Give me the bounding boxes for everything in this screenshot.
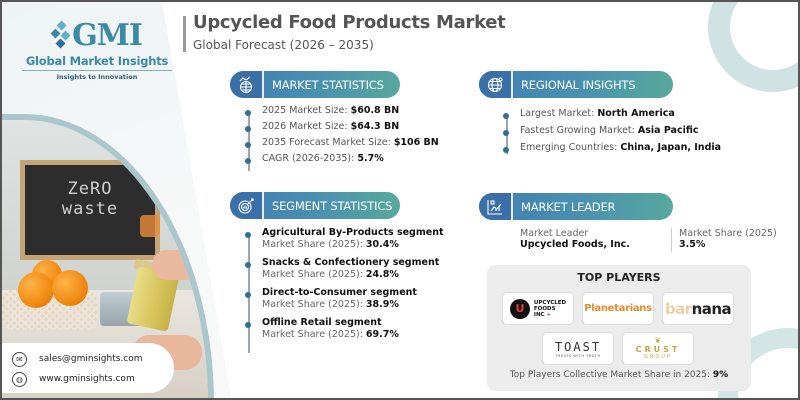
segment-item: Agricultural By-Products segment Market …	[245, 227, 475, 250]
segment-item: Snacks & Confectionery segment Market Sh…	[245, 257, 475, 280]
region-item: Emerging Countries: China, Japan, India	[503, 142, 783, 153]
brand-name: Global Market Insights	[25, 54, 169, 68]
segment-statistics-list: Agricultural By-Products segment Market …	[245, 227, 475, 353]
logo-upcycled-foods[interactable]: U UPCYCLED FOODS INC +	[502, 292, 574, 325]
market-globe-chart-icon	[230, 71, 264, 98]
stat-item: 2035 Forecast Market Size: $106 BN	[245, 137, 475, 148]
chalkboard: ZeRO waste	[20, 160, 160, 260]
email-row[interactable]: ✉ sales@gminsights.com	[12, 349, 174, 369]
regional-insights-list: Largest Market: North America Fastest Gr…	[503, 108, 783, 154]
globe-icon: ◍	[12, 371, 27, 387]
logo-divider	[22, 70, 172, 71]
stat-item: CAGR (2026-2035): 5.7%	[245, 153, 475, 164]
logo-barnana[interactable]: barnana	[662, 292, 734, 325]
email-link[interactable]: sales@gminsights.com	[39, 354, 143, 364]
stat-item: 2026 Market Size: $64.3 BN	[245, 121, 475, 132]
gmi-logo[interactable]: GMI Global Market Insights Insights to I…	[12, 20, 182, 81]
segment-target-chart-icon	[230, 192, 264, 219]
regional-insights-title: REGIONAL INSIGHTS	[521, 77, 636, 92]
logo-diamond-icon	[50, 20, 71, 50]
region-item: Largest Market: North America	[503, 108, 783, 119]
top-players-share: Top Players Collective Market Share in 2…	[509, 370, 729, 380]
contact-box: ✉ sales@gminsights.com ◍ www.gminsights.…	[2, 343, 174, 393]
market-share-label: Market Share (2025)	[679, 228, 777, 239]
market-statistics-header: MARKET STATISTICS	[230, 71, 400, 98]
segment-statistics-title: SEGMENT STATISTICS	[272, 198, 393, 213]
page-title: Upcycled Food Products Market	[193, 12, 506, 33]
brand-tagline: Insights to Innovation	[56, 73, 138, 81]
leader-growth-chart-icon	[479, 193, 513, 220]
market-leader-name-block: Market Leader Upcycled Foods, Inc.	[520, 228, 630, 250]
segment-statistics-header: SEGMENT STATISTICS	[230, 192, 400, 219]
market-leader-label: Market Leader	[520, 228, 589, 239]
market-statistics-list: 2025 Market Size: $60.8 BN 2026 Market S…	[245, 105, 475, 171]
segment-item: Direct-to-Consumer segment Market Share …	[245, 287, 475, 310]
market-leader-share-block: Market Share (2025) 3.5%	[679, 228, 777, 250]
leader-divider	[671, 228, 672, 252]
logo-planetarians[interactable]: Planetarians	[582, 292, 654, 325]
region-item: Fastest Growing Market: Asia Pacific	[503, 125, 783, 136]
market-leader-header: MARKET LEADER	[479, 193, 673, 220]
decorative-ring-top	[708, 2, 798, 92]
board-text-line1: ZeRO	[67, 179, 113, 199]
website-link[interactable]: www.gminsights.com	[39, 374, 135, 384]
market-leader-value: Upcycled Foods, Inc.	[520, 239, 630, 250]
regional-insights-header: REGIONAL INSIGHTS	[479, 71, 673, 98]
market-leader-title: MARKET LEADER	[521, 199, 616, 214]
title-accent-bar	[183, 16, 186, 52]
mail-icon: ✉	[12, 351, 27, 367]
market-statistics-title: MARKET STATISTICS	[272, 77, 384, 92]
market-share-value: 3.5%	[679, 239, 706, 250]
logo-toast[interactable]: TOAST TREATS WITH TRUTH	[542, 332, 614, 365]
globe-icon	[479, 71, 513, 98]
board-text-line2: waste	[61, 199, 119, 219]
website-row[interactable]: ◍ www.gminsights.com	[12, 369, 174, 389]
crust-leaf-icon: ❦	[654, 336, 662, 345]
top-players-title: TOP PLAYERS	[577, 271, 661, 284]
top-players-card: TOP PLAYERS U UPCYCLED FOODS INC + Plane…	[487, 265, 751, 391]
stat-item: 2025 Market Size: $60.8 BN	[245, 105, 475, 116]
logo-crust-group[interactable]: ❦ CRUST GROUP	[622, 332, 694, 365]
page-subtitle: Global Forecast (2026 – 2035)	[193, 38, 374, 52]
segment-item: Offline Retail segment Market Share (202…	[245, 317, 475, 340]
logo-gmi-text: GMI	[72, 18, 143, 53]
